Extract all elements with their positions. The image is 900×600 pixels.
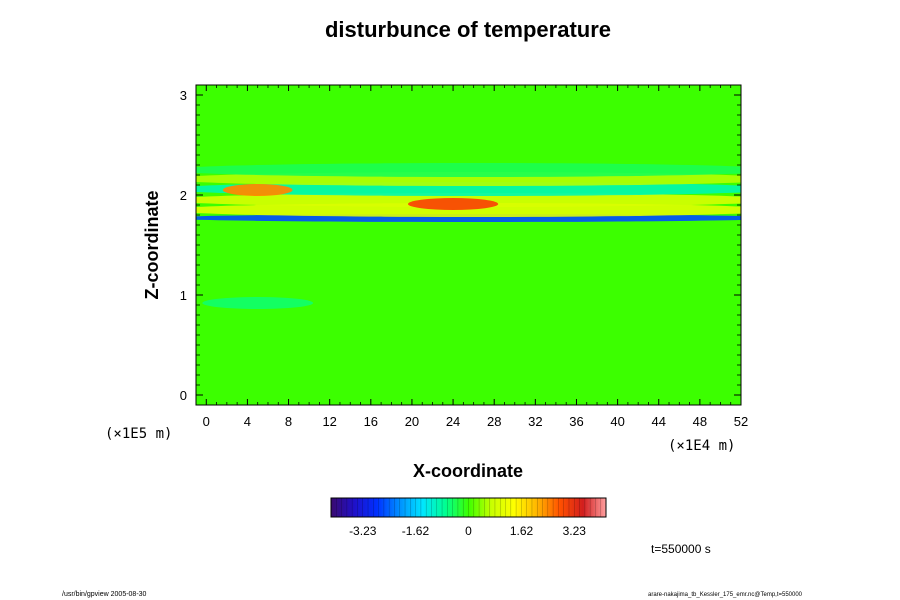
heatmap-feature [407,198,499,210]
x-tick-label: 36 [569,414,583,429]
time-annotation: t=550000 s [651,542,711,556]
heatmap-feature [222,184,293,196]
heatmap-feature [196,182,741,196]
heatmap-feature [202,297,314,309]
x-axis-label: X-coordinate [413,461,523,481]
x-tick-label: 0 [203,414,210,429]
x-tick-label: 32 [528,414,542,429]
heatmap-feature [196,163,741,177]
x-tick-label: 48 [693,414,707,429]
y-tick-label: 3 [180,88,187,103]
x-tick-label: 20 [405,414,419,429]
colorbar-tick-label: -3.23 [349,524,377,538]
x-tick-label: 40 [610,414,624,429]
footer-left: /usr/bin/gpview 2005-08-30 [62,591,147,598]
colorbar: -3.23 -1.62 0 1.62 3.23 [330,497,607,538]
x-axis-unit: (×1E4 m) [668,438,735,454]
x-tick-label: 24 [446,414,460,429]
y-tick-label: 2 [180,188,187,203]
heatmap-features [196,163,741,309]
x-tick-label: 16 [364,414,378,429]
y-axis-ticks: 0 1 2 3 [180,88,741,403]
footer-right: arare-nakajima_tb_Kessler_175_emr.nc@Tem… [648,592,803,598]
x-tick-label: 28 [487,414,501,429]
y-axis-label: Z-coordinate [142,190,162,299]
y-tick-label: 1 [180,288,187,303]
colorbar-tick-label: -1.62 [402,524,430,538]
x-axis-ticks: 0 4 8 12 16 20 24 28 32 36 40 44 48 52 [195,85,748,429]
heatmap-background [196,85,741,405]
colorbar-tick-label: 1.62 [510,524,534,538]
heatmap-feature [196,203,741,217]
y-axis-unit: (×1E5 m) [105,426,172,442]
y-tick-label: 0 [180,388,187,403]
colorbar-segments [336,498,601,517]
chart-title: disturbunce of temperature [325,17,611,42]
x-tick-label: 8 [285,414,292,429]
colorbar-tick-label: 3.23 [563,524,587,538]
x-tick-label: 12 [322,414,336,429]
x-tick-label: 52 [734,414,748,429]
colorbar-ticks: -3.23 -1.62 0 1.62 3.23 [349,524,586,538]
colorbar-tick-label: 0 [465,524,472,538]
x-tick-label: 4 [244,414,251,429]
x-tick-label: 44 [652,414,666,429]
